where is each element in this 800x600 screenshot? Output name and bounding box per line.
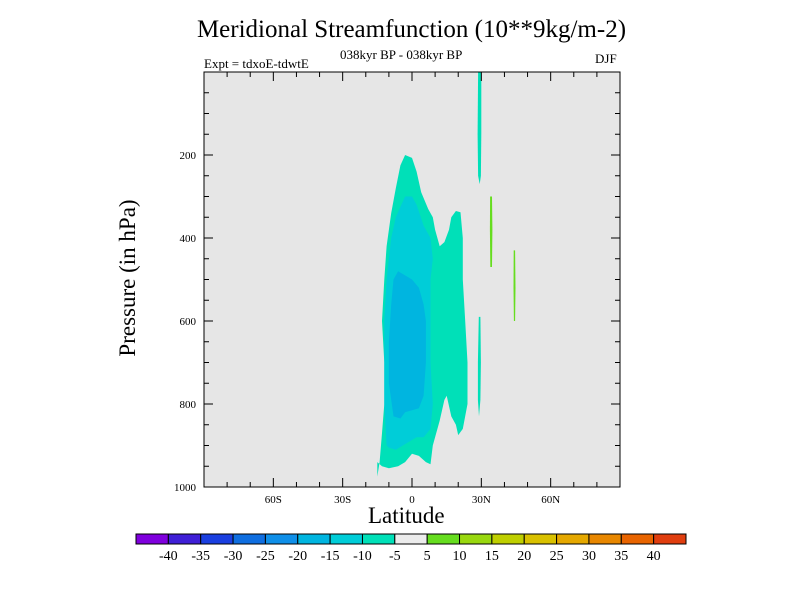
- colorbar-label: -30: [224, 549, 243, 564]
- y-tick-label: 400: [180, 233, 197, 245]
- x-tick-label: 0: [409, 494, 415, 506]
- experiment-label: Expt = tdxoE-tdwtE: [204, 56, 309, 71]
- season-label: DJF: [595, 51, 617, 66]
- x-tick-label: 60N: [541, 494, 560, 506]
- colorbar-label: -25: [256, 549, 275, 564]
- colorbar-label: 30: [582, 549, 596, 564]
- colorbar-swatch: [394, 533, 428, 545]
- colorbar-label: 10: [453, 549, 467, 564]
- colorbar-swatch: [556, 533, 590, 545]
- colorbar-swatch: [620, 533, 655, 545]
- contour-region: [477, 72, 482, 185]
- y-tick-label: 1000: [174, 482, 197, 494]
- contour-region: [513, 250, 516, 321]
- colorbar-label: 15: [485, 549, 499, 564]
- chart-title: Meridional Streamfunction (10**9kg/m-2): [196, 16, 627, 43]
- y-tick-label: 200: [180, 150, 197, 162]
- colorbar-swatch: [588, 533, 622, 545]
- colorbar-label: 40: [647, 549, 661, 564]
- y-axis-label: Pressure (in hPa): [115, 199, 140, 357]
- colorbar-swatch: [459, 533, 493, 545]
- colorbar-label: -15: [321, 549, 340, 564]
- chart-subtitle: 038kyr BP - 038kyr BP: [340, 47, 463, 62]
- colorbar-swatch: [135, 533, 169, 545]
- x-tick-label: 60S: [265, 494, 282, 506]
- colorbar-label: -40: [159, 549, 178, 564]
- colorbar-label: 20: [517, 549, 531, 564]
- colorbar-swatch: [361, 533, 396, 545]
- y-tick-label: 600: [180, 316, 197, 328]
- colorbar-label: 35: [614, 549, 628, 564]
- colorbar-label: -10: [353, 549, 372, 564]
- colorbar-swatch: [232, 533, 266, 545]
- tick-marks: [204, 72, 620, 487]
- colorbar-label: -5: [389, 549, 401, 564]
- x-axis-label: Latitude: [368, 503, 445, 528]
- tick-labels: 200 400 600 800 1000 60S 30S 0 30N 60N: [174, 150, 560, 506]
- colorbar-swatch: [426, 533, 461, 545]
- colorbar-swatch: [653, 533, 687, 545]
- x-tick-label: 30N: [472, 494, 491, 506]
- contour-region: [388, 271, 426, 419]
- contour-region: [489, 196, 493, 267]
- colorbar-swatch: [264, 533, 299, 545]
- colorbar-swatch: [329, 533, 363, 545]
- x-tick-label: 30S: [334, 494, 351, 506]
- colorbar-label: 5: [424, 549, 431, 564]
- colorbar-label: 25: [550, 549, 564, 564]
- colorbar-label: -20: [288, 549, 307, 564]
- y-tick-label: 800: [180, 399, 197, 411]
- colorbar-swatch: [491, 533, 525, 545]
- contour-regions: [377, 72, 516, 477]
- colorbar: -40 -35 -30 -25 -20 -15 -10 -5 5 10 15 20 25 30 35 40: [135, 533, 687, 564]
- colorbar-swatch: [297, 533, 331, 545]
- colorbar-swatch: [167, 533, 202, 545]
- contour-region: [477, 316, 481, 417]
- colorbar-swatch: [523, 533, 558, 545]
- colorbar-swatch: [200, 533, 234, 545]
- colorbar-label: -35: [191, 549, 210, 564]
